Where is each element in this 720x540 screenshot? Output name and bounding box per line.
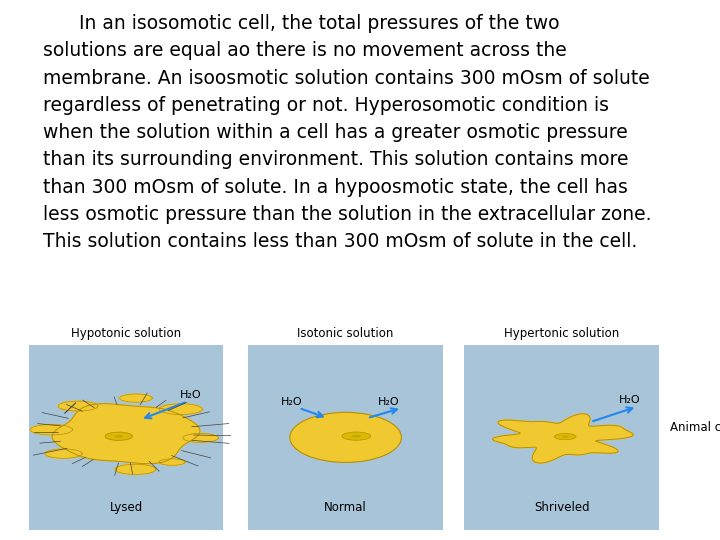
Polygon shape — [492, 414, 634, 463]
Bar — [248, 345, 443, 530]
Text: Normal: Normal — [324, 501, 367, 514]
Polygon shape — [30, 424, 73, 435]
Polygon shape — [115, 464, 156, 475]
Text: Isotonic solution: Isotonic solution — [297, 327, 394, 340]
Ellipse shape — [105, 432, 132, 441]
Polygon shape — [159, 459, 185, 465]
Polygon shape — [52, 404, 200, 464]
Text: H₂O: H₂O — [619, 395, 641, 406]
Ellipse shape — [289, 413, 402, 462]
Text: H₂O: H₂O — [378, 396, 400, 407]
Polygon shape — [45, 449, 82, 458]
Bar — [464, 345, 659, 530]
Text: Animal cell: Animal cell — [670, 421, 720, 434]
Polygon shape — [183, 434, 218, 442]
Ellipse shape — [562, 436, 569, 437]
Ellipse shape — [342, 432, 371, 440]
Polygon shape — [120, 394, 152, 402]
Polygon shape — [159, 404, 202, 415]
Text: Lysed: Lysed — [109, 501, 143, 514]
Ellipse shape — [554, 434, 576, 440]
Text: Hypotonic solution: Hypotonic solution — [71, 327, 181, 340]
Text: H₂O: H₂O — [281, 396, 302, 407]
Text: Shriveled: Shriveled — [534, 501, 590, 514]
Bar — [29, 345, 223, 530]
Ellipse shape — [351, 435, 361, 437]
Text: H₂O: H₂O — [180, 390, 202, 400]
Text: In an isosomotic cell, the total pressures of the two
solutions are equal ao the: In an isosomotic cell, the total pressur… — [43, 14, 652, 251]
Text: Hypertonic solution: Hypertonic solution — [504, 327, 619, 340]
Ellipse shape — [114, 435, 123, 437]
Polygon shape — [58, 401, 98, 411]
